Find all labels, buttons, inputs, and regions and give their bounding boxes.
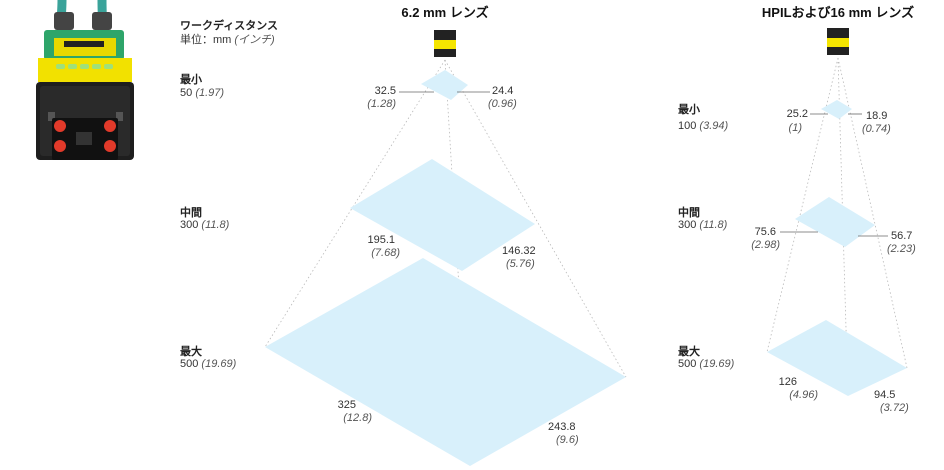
lens-a-max-distance-in: (19.69) xyxy=(201,358,236,370)
lens-a-min-distance-mm: 50 xyxy=(180,87,192,99)
lens-a-min-distance-in: (1.97) xyxy=(195,87,224,99)
lens-a-title: 6.2 mm レンズ xyxy=(401,5,488,20)
lens-b-distance-labels: 最小 100 (3.94) 中間 300 (11.8) 最大 500 (19.6… xyxy=(678,102,735,370)
lens-b-max-distance-mm: 500 xyxy=(678,358,696,370)
lens-a-min-name: 最小 xyxy=(180,72,202,86)
lens-b-mid-height-mm: 56.7 xyxy=(891,230,912,242)
lens-a-max-height-in: (9.6) xyxy=(556,434,579,446)
lens-a-mid-height-mm: 146.32 xyxy=(502,245,536,257)
unit-note-mm: 単位：mm xyxy=(180,32,234,46)
lens-a-max-distance-mm: 500 xyxy=(180,358,198,370)
lens-b-dimension-labels: 25.2 (1) 18.9 (0.74) 75.6 (2.98) 56.7 (2… xyxy=(751,108,916,414)
lens-a-min-height-mm: 24.4 xyxy=(492,85,513,97)
lens-b-mid-height-in: (2.23) xyxy=(887,243,916,255)
lens-b-sensor-icon xyxy=(827,28,849,55)
lens-a-max-height-mm: 243.8 xyxy=(548,421,576,433)
lens-b-max-height-in: (3.72) xyxy=(880,402,909,414)
lens-a-max-width-in: (12.8) xyxy=(343,412,372,424)
lens-b-mid-distance: 300 (11.8) xyxy=(678,219,728,231)
lens-a-mid-name: 中間 xyxy=(180,205,202,219)
lens-b-title: HPILおよび16 mm レンズ xyxy=(762,5,914,20)
lens-a-view-cone xyxy=(264,59,627,467)
lens-b-max-distance-in: (19.69) xyxy=(699,358,734,370)
lens-b-mid-distance-mm: 300 xyxy=(678,219,696,231)
lens-a-mid-width-mm: 195.1 xyxy=(367,234,395,246)
lens-a-field-mid xyxy=(350,159,535,271)
lens-a-mid-distance-in: (11.8) xyxy=(201,219,229,231)
lens-b-min-distance-in: (3.94) xyxy=(699,120,728,132)
lens-b-field-min xyxy=(821,100,852,119)
lens-a-mid-height-in: (5.76) xyxy=(506,258,535,270)
lens-b-max-name: 最大 xyxy=(678,344,700,358)
lens-a-field-min xyxy=(421,70,468,100)
lens-b-mid-width-mm: 75.6 xyxy=(755,226,776,238)
lens-b-max-height-mm: 94.5 xyxy=(874,389,895,401)
lens-a-sensor-icon xyxy=(434,30,456,57)
lens-a-mid-width-in: (7.68) xyxy=(371,247,400,259)
lens-a-dimension-labels: 32.5 (1.28) 24.4 (0.96) 195.1 (7.68) 146… xyxy=(338,85,579,446)
lens-b-mid-width-in: (2.98) xyxy=(751,239,780,251)
unit-note-inch: (インチ) xyxy=(234,34,275,46)
lens-a-mid-distance: 300 (11.8) xyxy=(180,219,230,231)
lens-b-min-distance-mm: 100 xyxy=(678,120,696,132)
lens-a-min-height-in: (0.96) xyxy=(488,98,517,110)
lens-b-field-max xyxy=(767,320,907,396)
lens-b-max-width-mm: 126 xyxy=(779,376,797,388)
lens-a-distance-labels: 最小 50 (1.97) 中間 300 (11.8) 最大 500 (19.69… xyxy=(180,72,237,370)
lens-b-mid-name: 中間 xyxy=(678,205,700,219)
lens-b-min-width-mm: 25.2 xyxy=(787,108,808,120)
lens-b-min-width-in: (1) xyxy=(789,122,803,134)
working-distance-heading: ワークディスタンス xyxy=(180,18,278,32)
lens-b-max-width-in: (4.96) xyxy=(789,389,818,401)
lens-b-min-name: 最小 xyxy=(678,102,700,116)
lens-b-field-mid xyxy=(795,197,875,247)
lens-a-max-name: 最大 xyxy=(180,344,202,358)
lens-a-max-width-mm: 325 xyxy=(338,399,356,411)
lens-a-min-width-in: (1.28) xyxy=(367,98,396,110)
lens-b-min-height-mm: 18.9 xyxy=(866,110,887,122)
camera-product-image xyxy=(36,0,134,160)
lens-a-min-distance: 50 (1.97) xyxy=(180,87,224,99)
lens-a-min-width-mm: 32.5 xyxy=(375,85,396,97)
unit-note: 単位：mm (インチ) xyxy=(180,32,275,46)
lens-b-min-height-in: (0.74) xyxy=(862,123,891,135)
lens-b-mid-distance-in: (11.8) xyxy=(699,219,727,231)
lens-a-max-distance: 500 (19.69) xyxy=(180,358,237,370)
lens-b-min-distance: 100 (3.94) xyxy=(678,120,728,132)
lens-a-mid-distance-mm: 300 xyxy=(180,219,198,231)
lens-b-max-distance: 500 (19.69) xyxy=(678,358,735,370)
lens-a-field-max xyxy=(265,258,626,466)
